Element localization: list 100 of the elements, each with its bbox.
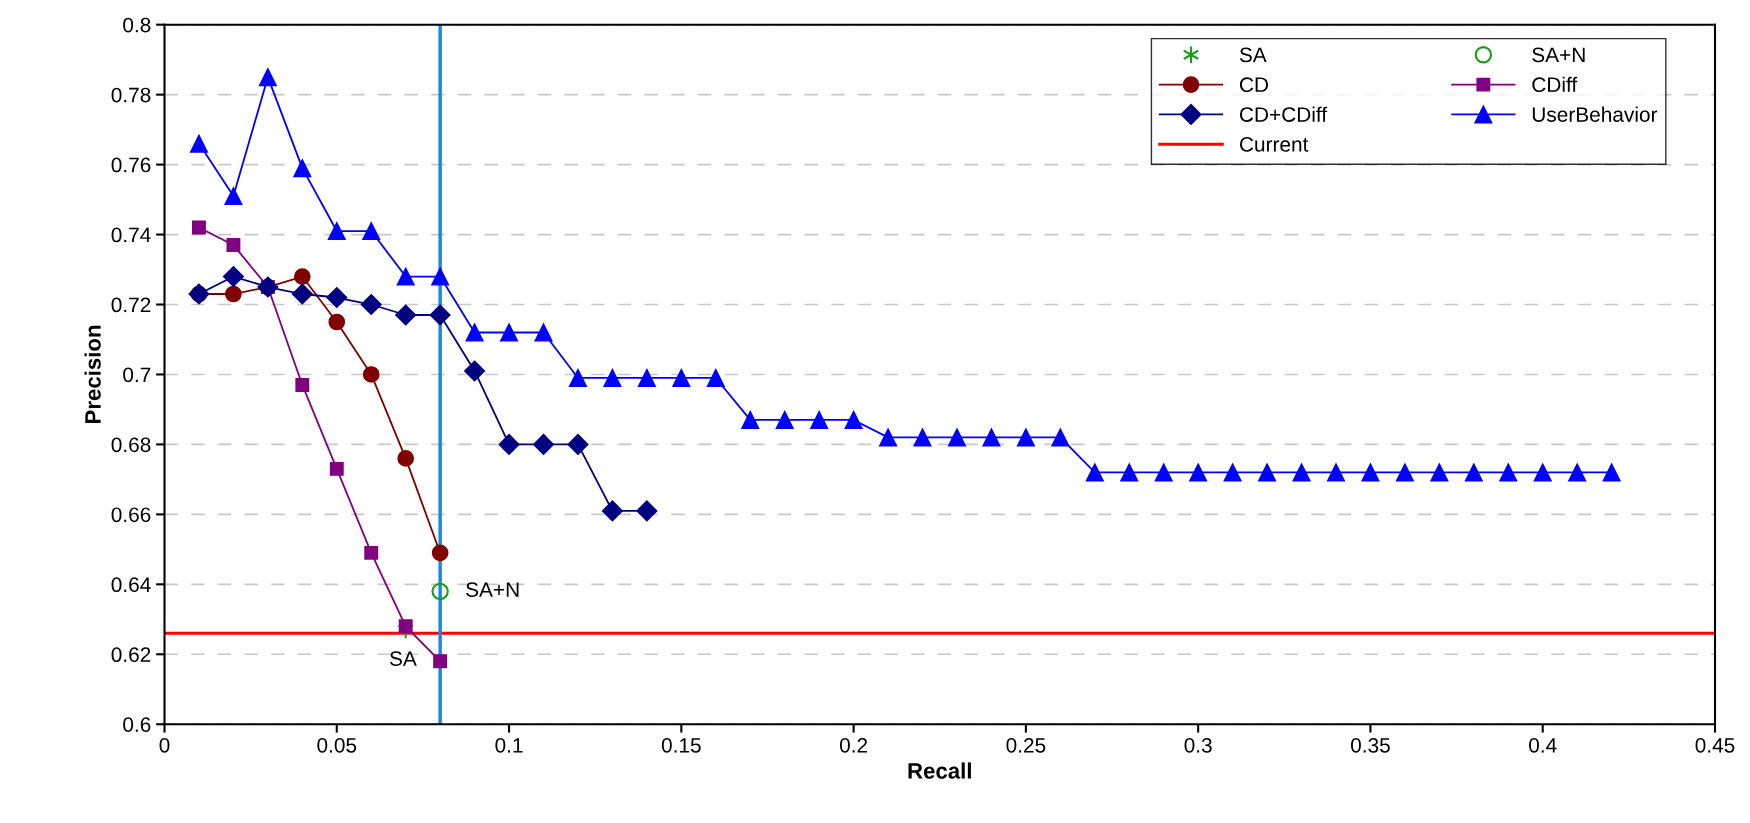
x-tick-label: 0.25 — [1006, 737, 1046, 753]
point — [326, 286, 348, 309]
y-tick-label: 0.66 — [111, 507, 151, 523]
point — [464, 360, 486, 382]
y-tick-label: 0.6 — [123, 717, 151, 732]
annotation: SA — [389, 651, 417, 666]
point — [1430, 463, 1449, 482]
point — [1395, 463, 1414, 482]
legend-label: SA+N — [1532, 47, 1585, 63]
point — [1085, 463, 1104, 482]
point — [431, 544, 449, 562]
point — [1258, 463, 1277, 482]
point — [947, 428, 967, 447]
point — [568, 368, 587, 387]
point — [192, 220, 206, 235]
x-tick-label: 0.15 — [661, 737, 701, 753]
y-tick-label: 0.64 — [111, 577, 151, 593]
point — [395, 304, 417, 326]
x-axis-title: Recall — [908, 762, 971, 779]
legend-label: CDiff — [1532, 76, 1578, 93]
point — [1499, 463, 1518, 482]
x-tick-label: 0.35 — [1350, 737, 1390, 753]
y-tick-label: 0.72 — [111, 297, 151, 313]
point — [567, 433, 589, 455]
point — [1464, 463, 1483, 482]
point — [1051, 428, 1070, 447]
point — [1223, 463, 1242, 482]
point — [362, 366, 380, 383]
point — [741, 410, 760, 429]
y-tick-label: 0.76 — [111, 157, 151, 173]
point — [534, 323, 553, 342]
legend-label: UserBehavior — [1532, 106, 1658, 122]
point — [498, 433, 520, 455]
point — [913, 428, 932, 447]
point — [293, 159, 312, 178]
point — [636, 500, 658, 522]
legend-label: SA — [1239, 47, 1267, 63]
point — [327, 222, 346, 241]
point — [879, 428, 898, 447]
x-tick-label: 0.4 — [1529, 737, 1557, 753]
point — [810, 410, 829, 429]
x-tick-label: 0.2 — [839, 737, 868, 753]
point — [295, 378, 310, 392]
legend-label: CD+CDiff — [1239, 106, 1328, 122]
x-tick-label: 0.05 — [317, 737, 357, 753]
point — [225, 285, 242, 303]
point — [328, 313, 346, 331]
point — [431, 582, 449, 600]
point — [1292, 463, 1311, 482]
point — [398, 619, 413, 634]
point — [844, 410, 863, 429]
y-tick-label: 0.7 — [123, 367, 151, 383]
point — [1016, 428, 1035, 447]
x-tick-label: 0.3 — [1184, 737, 1212, 753]
x-tick-label: 0.45 — [1695, 737, 1735, 753]
y-tick-label: 0.68 — [111, 437, 151, 453]
point — [1120, 463, 1139, 482]
point — [1154, 463, 1173, 482]
point — [226, 238, 241, 252]
legend-label: CD — [1239, 77, 1269, 93]
point — [360, 293, 382, 316]
point — [775, 410, 794, 429]
point — [1326, 463, 1346, 482]
point — [1361, 463, 1380, 482]
x-tick-label: 0.1 — [495, 737, 523, 753]
point — [293, 268, 311, 285]
point — [224, 187, 243, 206]
point — [500, 323, 519, 342]
point — [603, 368, 622, 387]
point — [637, 368, 656, 387]
point — [706, 368, 725, 387]
y-axis-title: Precision — [84, 325, 101, 423]
point — [1568, 463, 1587, 482]
point — [291, 283, 313, 305]
point — [189, 134, 208, 153]
point — [672, 368, 691, 387]
point — [364, 545, 379, 560]
y-tick-label: 0.74 — [111, 227, 151, 243]
point — [1533, 463, 1552, 482]
point — [982, 428, 1001, 447]
y-tick-label: 0.62 — [111, 647, 151, 663]
point — [433, 654, 448, 669]
annotation: SA+N — [466, 582, 519, 597]
y-tick-label: 0.8 — [123, 17, 151, 33]
point — [396, 267, 415, 286]
point — [1602, 463, 1621, 482]
point — [532, 433, 555, 455]
point — [222, 266, 244, 288]
point — [397, 450, 415, 467]
point — [258, 68, 277, 87]
point — [431, 267, 450, 286]
point — [329, 461, 344, 476]
point — [362, 222, 381, 241]
point — [429, 304, 451, 326]
legend-label: Current — [1239, 137, 1309, 152]
x-tick-label: 0 — [159, 737, 170, 753]
point — [465, 323, 484, 342]
y-tick-label: 0.78 — [111, 87, 151, 103]
point — [1189, 463, 1208, 482]
point — [601, 500, 623, 522]
